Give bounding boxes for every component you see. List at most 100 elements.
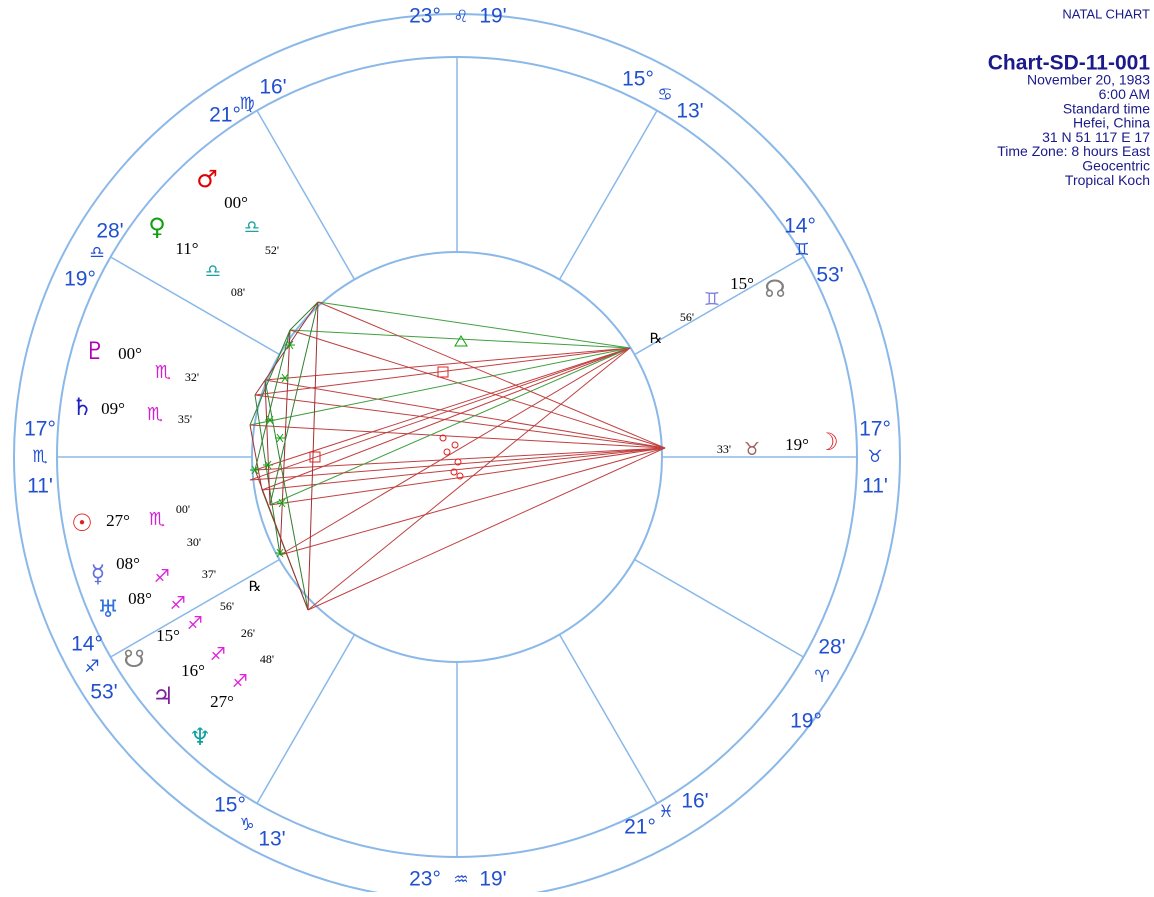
aspect-line xyxy=(269,447,666,506)
header-line: Time Zone: 8 hours East xyxy=(997,143,1150,159)
planet-degree: 27° xyxy=(210,692,234,711)
house-line xyxy=(634,558,804,658)
planet-glyph: ♆ xyxy=(189,723,211,751)
aspect-trine xyxy=(454,335,468,347)
cusp-degree: 21° xyxy=(209,104,241,127)
aspect-sextile xyxy=(280,373,290,383)
aspect-sextile xyxy=(277,498,287,508)
planet-sign: ♐ xyxy=(210,644,226,665)
cusp-degree: 14° xyxy=(71,633,103,656)
cusp-degree: 15° xyxy=(214,794,246,817)
aspect-line xyxy=(264,347,631,381)
planet-glyph: ☿ xyxy=(91,560,106,588)
planet-degree: 08° xyxy=(128,589,152,608)
aspect-line xyxy=(254,394,666,449)
header-line: November 20, 1983 xyxy=(1027,72,1150,88)
planet-glyph: ♅ xyxy=(97,595,119,623)
aspect-square xyxy=(309,451,321,463)
aspect-line xyxy=(264,379,309,611)
aspect-sextile xyxy=(265,415,275,425)
aspect-sextile xyxy=(275,548,285,558)
aspect-line xyxy=(249,424,666,449)
planet-minutes: 08' xyxy=(231,285,245,299)
cusp-degree: 23° xyxy=(409,5,441,28)
aspect-line xyxy=(269,301,319,506)
header-line: Standard time xyxy=(1063,100,1150,116)
cusp-sign: ♐ xyxy=(84,657,99,677)
planet-glyph: ♀ xyxy=(148,213,166,241)
aspect-opposition xyxy=(454,458,462,466)
planet-minutes: 30' xyxy=(187,535,201,549)
aspect-sextile xyxy=(263,460,273,470)
cusp-degree: 15° xyxy=(622,68,654,91)
planet-minutes: 56' xyxy=(680,310,694,324)
cusp-minutes: 28' xyxy=(96,220,123,243)
house-line xyxy=(558,634,658,804)
aspect-line xyxy=(317,301,666,449)
aspect-line xyxy=(307,301,319,611)
planet-degree: 00° xyxy=(224,193,248,212)
aspect-line xyxy=(254,447,666,471)
aspect-opposition xyxy=(450,468,458,476)
planet-sign: ♏ xyxy=(155,362,171,383)
aspect-line xyxy=(317,301,631,349)
header-line: 31 N 51 117 E 17 xyxy=(1042,129,1150,145)
planet-minutes: 37' xyxy=(202,567,216,581)
planet-sign: ♐ xyxy=(232,671,248,692)
cusp-minutes: 53' xyxy=(816,264,843,287)
planet-minutes: 56' xyxy=(220,599,234,613)
cusp-sign: ♉ xyxy=(867,447,882,467)
header-line: Hefei, China xyxy=(1073,115,1150,131)
house-line xyxy=(110,256,280,356)
planet-sign: ♏ xyxy=(147,404,163,425)
planet-minutes: 33' xyxy=(717,442,731,456)
header-line: Tropical Koch xyxy=(1065,172,1150,188)
planet-minutes: 35' xyxy=(178,412,192,426)
cusp-degree: 23° xyxy=(409,868,441,891)
planet-glyph: ☊ xyxy=(764,275,785,303)
planet-degree: 15° xyxy=(156,626,180,645)
planet-glyph: ☋ xyxy=(123,645,144,673)
planet-sign: ♐ xyxy=(170,593,186,614)
house-line xyxy=(256,110,356,280)
planet-minutes: 32' xyxy=(185,370,199,384)
aspect-line xyxy=(249,329,291,426)
aspect-opposition xyxy=(439,434,447,442)
planet-minutes: 52' xyxy=(265,243,279,257)
outer-ring xyxy=(13,13,901,897)
chart-name: Chart-SD-11-001 xyxy=(988,52,1151,75)
aspect-line xyxy=(254,329,291,471)
cusp-sign: ♌ xyxy=(453,7,468,27)
planet-glyph: ♇ xyxy=(84,337,106,365)
planet-sign: ♉ xyxy=(744,439,760,460)
aspect-line xyxy=(254,347,631,396)
cusp-sign: ♏ xyxy=(32,447,47,467)
planet-sign: ♐ xyxy=(187,613,203,634)
house-line xyxy=(110,558,280,658)
cusp-degree: 21° xyxy=(624,816,656,839)
cusp-minutes: 16' xyxy=(259,76,286,99)
cusp-sign: ♎ xyxy=(89,243,104,263)
cusp-sign: ♑ xyxy=(239,815,254,835)
planet-degree: 16° xyxy=(181,661,205,680)
planet-minutes: 00' xyxy=(176,502,190,516)
planet-degree: 00° xyxy=(118,344,142,363)
planet-degree: 19° xyxy=(785,435,809,454)
header-label: NATAL CHART xyxy=(1062,6,1150,21)
house-line xyxy=(634,256,804,356)
planet-sign: ♐ xyxy=(154,566,170,587)
planet-sign: ♏ xyxy=(149,509,165,530)
house-line xyxy=(558,110,658,280)
header-line: Geocentric xyxy=(1082,158,1150,174)
aspect-line xyxy=(254,301,319,396)
house-line xyxy=(256,634,356,804)
aspect-sextile xyxy=(285,340,295,350)
aspect-line xyxy=(261,447,666,491)
cusp-minutes: 19' xyxy=(479,868,506,891)
aspect-line xyxy=(264,379,271,506)
cusp-degree: 17° xyxy=(859,418,891,441)
planet-glyph: ☽ xyxy=(817,428,839,456)
aspect-sextile xyxy=(250,465,260,475)
aspect-line xyxy=(254,394,281,556)
aspect-line xyxy=(289,329,666,449)
